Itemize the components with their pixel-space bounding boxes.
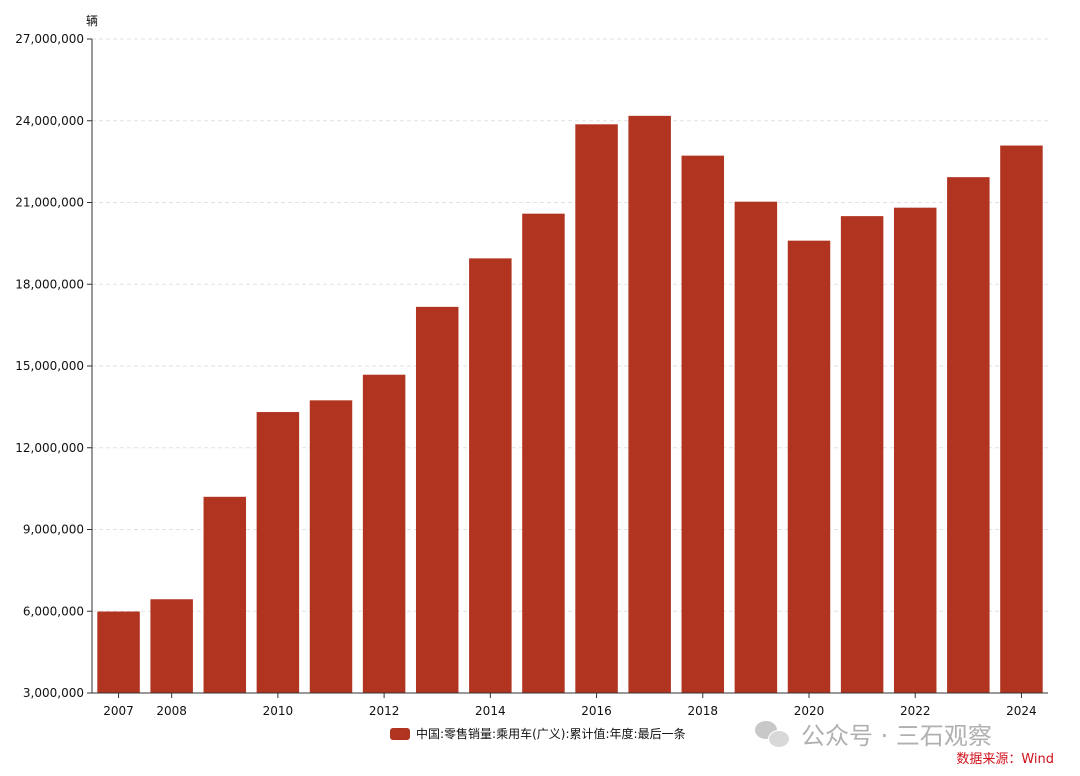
bar-2021	[840, 216, 884, 693]
x-tick-label: 2012	[369, 704, 400, 718]
y-tick-label: 12,000,000	[15, 441, 84, 455]
y-tick-label: 18,000,000	[15, 277, 84, 291]
x-tick-label: 2010	[263, 704, 294, 718]
y-tick-label: 15,000,000	[15, 359, 84, 373]
legend-label: 中国:零售销量:乘用车(广义):累计值:年度:最后一条	[416, 727, 686, 741]
x-tick-label: 2008	[156, 704, 187, 718]
legend[interactable]: 中国:零售销量:乘用车(广义):累计值:年度:最后一条	[390, 725, 686, 742]
y-tick-label: 6,000,000	[23, 604, 84, 618]
bar-2016	[575, 124, 618, 694]
bar-2008	[150, 599, 193, 693]
bar-2023	[947, 177, 990, 694]
bar-2020	[787, 240, 831, 693]
x-tick-label: 2007	[103, 704, 134, 718]
x-tick-label: 2020	[794, 704, 825, 718]
y-tick-label: 24,000,000	[15, 114, 84, 128]
bar-2019	[734, 201, 778, 693]
legend-swatch	[390, 727, 410, 740]
bar-2010	[256, 412, 300, 693]
bar-2018	[681, 155, 725, 693]
bar-2009	[203, 496, 247, 693]
y-tick-label: 21,000,000	[15, 196, 84, 210]
x-tick-label: 2014	[475, 704, 506, 718]
gridlines	[92, 38, 1048, 612]
y-tick-label: 9,000,000	[23, 523, 84, 537]
x-tick-label: 2022	[900, 704, 931, 718]
bar-2022	[893, 207, 937, 694]
axes: 3,000,000 6,000,000 9,000,000 12,000,000 15,…	[15, 32, 1048, 718]
x-tick-label: 2016	[581, 704, 612, 718]
source-note: 数据来源：Wind	[956, 752, 1054, 767]
bar-2012	[362, 374, 406, 693]
bar-2017	[628, 115, 671, 694]
bar-2007	[97, 611, 140, 693]
y-tick-label: 3,000,000	[23, 686, 84, 700]
bar-2011	[309, 400, 353, 693]
y-tick-label: 27,000,000	[15, 32, 84, 46]
x-tick-label: 2024	[1006, 704, 1037, 718]
bar-2013	[415, 306, 459, 693]
bar-2015	[522, 213, 565, 694]
y-axis-unit: 辆	[86, 14, 98, 28]
bar-2024	[1000, 145, 1043, 694]
watermark: 公众号 · 三石观察	[755, 716, 992, 751]
watermark-text: 公众号 · 三石观察	[801, 722, 992, 750]
bar-2014	[469, 258, 512, 693]
wechat-icon	[755, 719, 791, 749]
x-tick-label: 2018	[688, 704, 719, 718]
bars	[97, 115, 1043, 694]
